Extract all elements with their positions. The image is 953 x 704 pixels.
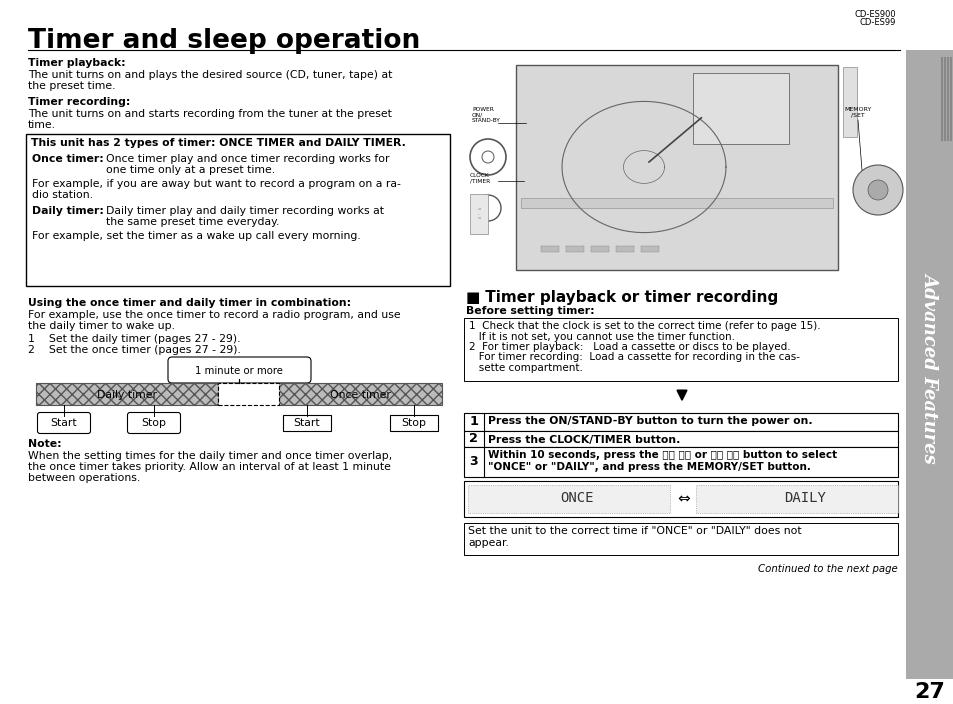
Text: When the setting times for the daily timer and once timer overlap,: When the setting times for the daily tim… [28,451,392,461]
Text: 2  For timer playback:   Load a cassette or discs to be played.: 2 For timer playback: Load a cassette or… [469,342,790,352]
Bar [463,413,897,431]
Text: Timer playback or timer recording: Timer playback or timer recording [479,290,778,305]
Text: Set the unit to the correct time if "ONCE" or "DAILY" does not: Set the unit to the correct time if "ONC… [468,527,801,536]
Text: 2: 2 [469,432,478,445]
Bar [842,67,856,137]
Text: CLOCK
/TIMER: CLOCK /TIMER [470,173,490,184]
Text: Once timer play and once timer recording works for: Once timer play and once timer recording… [106,154,389,164]
Bar [590,246,608,252]
Text: Continued to the next page: Continued to the next page [758,565,897,574]
Bar [463,431,897,446]
Text: For example, use the once timer to record a radio program, and use: For example, use the once timer to recor… [28,310,400,320]
Text: This unit has 2 types of timer: ONCE TIMER and DAILY TIMER.: This unit has 2 types of timer: ONCE TIM… [30,138,405,148]
Bar [692,73,788,144]
Circle shape [867,180,887,200]
Text: For timer recording:  Load a cassette for recording in the cas-: For timer recording: Load a cassette for… [469,353,800,363]
Bar [640,246,659,252]
Text: Within 10 seconds, press the ⏮⏪ ⏪⏪ or ⏩⏩ ⏩⏭ button to select: Within 10 seconds, press the ⏮⏪ ⏪⏪ or ⏩⏩… [488,451,836,460]
Bar [565,246,583,252]
Text: 2    Set the once timer (pages 27 - 29).: 2 Set the once timer (pages 27 - 29). [28,345,240,355]
Text: Timer recording:: Timer recording: [28,97,131,107]
Text: For example, if you are away but want to record a program on a ra-: For example, if you are away but want to… [32,179,400,189]
Text: Using the once timer and daily timer in combination:: Using the once timer and daily timer in … [28,298,351,308]
Bar [218,383,278,405]
Text: Once timer: Once timer [329,390,390,400]
FancyBboxPatch shape [696,484,897,513]
Text: CD-ES99: CD-ES99 [859,18,895,27]
FancyBboxPatch shape [168,357,311,383]
Text: DAILY: DAILY [783,491,825,505]
Text: one time only at a preset time.: one time only at a preset time. [106,165,274,175]
Text: ONCE: ONCE [559,491,593,505]
Bar [520,198,832,208]
Text: Stop: Stop [141,418,167,428]
Bar [283,415,331,431]
Bar [278,383,441,405]
Text: 3: 3 [469,455,477,468]
Bar [463,446,897,477]
Text: the preset time.: the preset time. [28,81,115,91]
Text: Timer playback:: Timer playback: [28,58,126,68]
Text: Start: Start [294,418,320,428]
Text: Daily timer play and daily timer recording works at: Daily timer play and daily timer recordi… [106,206,384,216]
Text: "ONCE" or "DAILY", and press the MEMORY/SET button.: "ONCE" or "DAILY", and press the MEMORY/… [488,462,810,472]
Text: Once timer:: Once timer: [32,154,104,164]
Text: Start: Start [51,418,77,428]
FancyBboxPatch shape [128,413,180,434]
Bar [26,134,450,286]
Bar [390,415,437,431]
FancyBboxPatch shape [37,413,91,434]
Bar [470,194,488,234]
Text: dio station.: dio station. [32,190,92,200]
Text: Note:: Note: [28,439,62,449]
Bar [463,318,897,380]
Text: For example, set the timer as a wake up call every morning.: For example, set the timer as a wake up … [32,231,360,241]
Text: 1  Check that the clock is set to the correct time (refer to page 15).: 1 Check that the clock is set to the cor… [469,321,820,331]
Text: time.: time. [28,120,56,130]
Text: MEMORY
/SET: MEMORY /SET [843,107,871,118]
Bar [516,65,837,270]
Text: =
-
=: = - = [476,208,480,220]
Text: Press the CLOCK/TIMER button.: Press the CLOCK/TIMER button. [488,434,679,444]
Text: ■: ■ [465,290,480,305]
Text: the once timer takes priority. Allow an interval of at least 1 minute: the once timer takes priority. Allow an … [28,462,391,472]
Text: Timer and sleep operation: Timer and sleep operation [28,28,420,54]
Text: Advanced Features: Advanced Features [920,272,938,463]
Text: the same preset time everyday.: the same preset time everyday. [106,217,279,227]
Text: CD-ES900: CD-ES900 [854,10,895,19]
Text: 1 minute or more: 1 minute or more [194,366,283,376]
Text: sette compartment.: sette compartment. [469,363,582,373]
Bar [905,679,953,704]
FancyBboxPatch shape [468,484,669,513]
Text: 1    Set the daily timer (pages 27 - 29).: 1 Set the daily timer (pages 27 - 29). [28,334,240,344]
Bar [463,481,897,517]
Text: 27: 27 [914,682,944,702]
Bar [36,383,218,405]
Text: Daily timer: Daily timer [97,390,157,400]
Text: 1: 1 [469,415,478,428]
Text: The unit turns on and plays the desired source (CD, tuner, tape) at: The unit turns on and plays the desired … [28,70,392,80]
Bar [905,50,953,685]
Text: between operations.: between operations. [28,473,140,483]
Bar [463,522,897,555]
Text: The unit turns on and starts recording from the tuner at the preset: The unit turns on and starts recording f… [28,109,392,119]
Text: the daily timer to wake up.: the daily timer to wake up. [28,321,174,331]
Text: ⇔: ⇔ [677,491,690,506]
Text: If it is not set, you cannot use the timer function.: If it is not set, you cannot use the tim… [469,332,734,341]
Text: Stop: Stop [401,418,426,428]
Text: appear.: appear. [468,537,508,548]
Text: POWER
ON/
STAND-BY: POWER ON/ STAND-BY [472,107,500,122]
Text: Before setting timer:: Before setting timer: [465,306,594,316]
Bar [616,246,634,252]
Text: Daily timer:: Daily timer: [32,206,104,216]
Bar [540,246,558,252]
Text: Press the ON/STAND-BY button to turn the power on.: Press the ON/STAND-BY button to turn the… [488,417,812,427]
Circle shape [852,165,902,215]
